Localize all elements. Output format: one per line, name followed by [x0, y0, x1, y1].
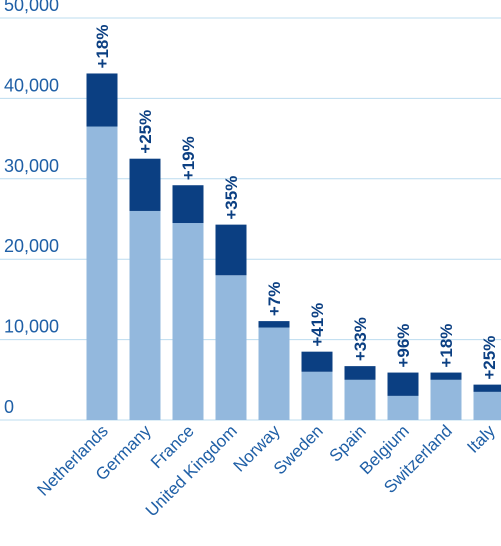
bar-base	[258, 327, 290, 420]
bar-increase	[387, 372, 419, 396]
x-tick-label: Italy	[463, 421, 499, 457]
growth-label: +25%	[480, 336, 499, 380]
bar-increase	[344, 366, 376, 380]
bar-base	[430, 379, 462, 420]
bar-base	[387, 395, 419, 420]
growth-label: +35%	[222, 176, 241, 220]
bar-base	[344, 379, 376, 420]
x-tick-label: Netherlands	[34, 421, 112, 499]
y-tick-label: 40,000	[4, 75, 59, 95]
y-tick-label: 0	[4, 397, 14, 417]
bar-base	[129, 210, 161, 420]
bar-increase	[172, 185, 204, 224]
growth-label: +41%	[308, 303, 327, 347]
bar-increase	[258, 321, 290, 328]
y-tick-label: 10,000	[4, 317, 59, 337]
bar-increase	[129, 158, 161, 211]
bar-base	[473, 391, 501, 420]
growth-label: +96%	[394, 324, 413, 368]
growth-labels: +18% +25% +19% +35% +7% +41% +33% +96% +18% +25%	[93, 25, 499, 380]
growth-label: +33%	[351, 317, 370, 361]
bar-base	[86, 126, 118, 420]
bar-base	[215, 275, 247, 420]
bar-increase	[430, 372, 462, 380]
growth-label: +19%	[179, 136, 198, 180]
bars	[86, 73, 501, 420]
bar-increase	[301, 351, 333, 372]
growth-label: +18%	[437, 324, 456, 368]
bar-base	[172, 223, 204, 420]
bar-base	[301, 371, 333, 420]
growth-label: +18%	[93, 25, 112, 69]
bar-increase	[86, 73, 118, 127]
y-tick-label: 30,000	[4, 156, 59, 176]
y-tick-label: 50,000	[4, 0, 59, 15]
bar-increase	[215, 224, 247, 276]
y-axis: 0 10,000 20,000 30,000 40,000 50,000	[4, 0, 59, 417]
growth-label: +25%	[136, 110, 155, 154]
bar-increase	[473, 384, 501, 392]
y-tick-label: 20,000	[4, 236, 59, 256]
growth-label: +7%	[265, 282, 284, 317]
gridlines	[0, 17, 501, 421]
